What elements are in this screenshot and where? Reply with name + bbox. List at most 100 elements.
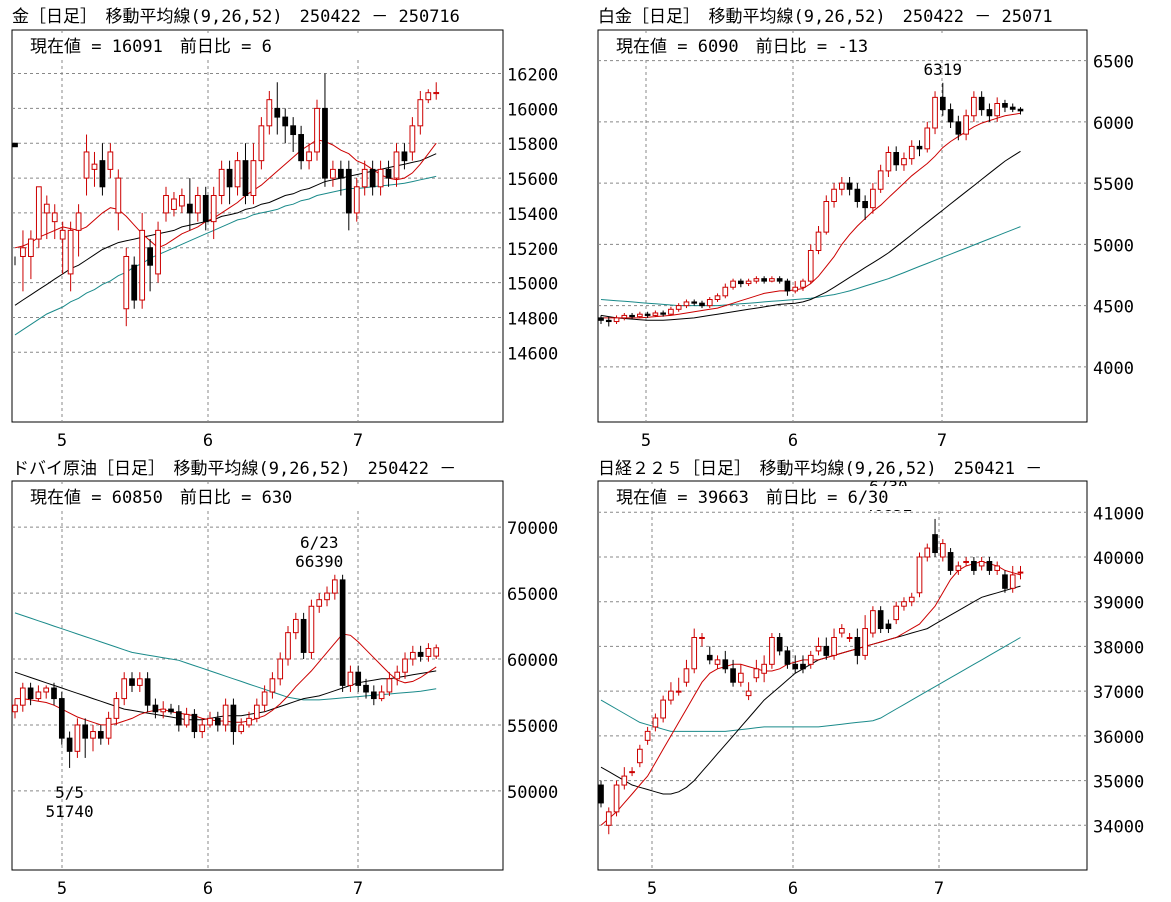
candle-body bbox=[345, 168, 352, 214]
candle bbox=[901, 152, 907, 171]
candle bbox=[43, 195, 50, 240]
candle bbox=[394, 665, 401, 686]
candle bbox=[345, 160, 352, 231]
candle bbox=[776, 276, 783, 284]
candle bbox=[66, 731, 73, 768]
candle bbox=[105, 711, 112, 745]
candle-body bbox=[854, 636, 861, 656]
candle bbox=[668, 306, 674, 316]
candle bbox=[838, 624, 845, 638]
candle-body bbox=[963, 115, 969, 135]
candle bbox=[605, 807, 612, 835]
candle-body bbox=[753, 668, 760, 679]
candle bbox=[409, 117, 416, 161]
candle-body bbox=[1002, 574, 1008, 589]
candle bbox=[699, 633, 705, 647]
candle bbox=[784, 646, 791, 669]
candle bbox=[761, 276, 767, 284]
candle-body bbox=[261, 691, 268, 706]
candle-body bbox=[691, 636, 698, 670]
candle bbox=[939, 82, 946, 116]
candle-body bbox=[831, 188, 837, 202]
candle-body bbox=[401, 151, 408, 162]
chart-panel-3: ドバイ原油［日足］ 移動平均線(9,26,52) 250422 －5000055… bbox=[11, 459, 558, 899]
candle bbox=[924, 121, 931, 153]
candle bbox=[807, 650, 814, 669]
candle-body bbox=[370, 691, 377, 700]
candle-body bbox=[417, 99, 424, 127]
candle bbox=[745, 278, 752, 287]
candle bbox=[386, 672, 393, 696]
candle bbox=[691, 628, 698, 674]
candle bbox=[769, 633, 775, 669]
candle bbox=[714, 655, 721, 669]
candle-body bbox=[347, 671, 354, 686]
candle bbox=[202, 186, 209, 231]
candle bbox=[160, 701, 167, 719]
candle bbox=[218, 160, 225, 205]
candle-body bbox=[947, 552, 954, 571]
candle bbox=[274, 82, 281, 135]
candle bbox=[433, 644, 440, 660]
candle bbox=[916, 140, 923, 157]
chart-title: 日経２２５［日足］ 移動平均線(9,26,52) 250421 － bbox=[598, 459, 1042, 479]
candle bbox=[986, 557, 993, 575]
candle bbox=[377, 160, 384, 196]
ma52-line bbox=[600, 226, 1021, 307]
candle-body bbox=[51, 687, 57, 700]
candle-body bbox=[282, 116, 289, 127]
candle-body bbox=[90, 731, 96, 739]
summary-background bbox=[20, 486, 380, 510]
candle-body bbox=[854, 188, 861, 202]
candle bbox=[769, 276, 775, 283]
y-tick-label: 6500 bbox=[1093, 53, 1134, 73]
candle bbox=[129, 672, 135, 692]
candle-body bbox=[807, 654, 814, 665]
candle bbox=[147, 239, 153, 292]
candle-body bbox=[175, 711, 182, 726]
candle-body bbox=[846, 182, 853, 190]
candle-body bbox=[870, 188, 876, 209]
chart-panel-2: 白金［日足］ 移動平均線(9,26,52) 250422 － 25071 4000… bbox=[597, 7, 1134, 451]
candle bbox=[123, 247, 130, 327]
candle bbox=[12, 698, 18, 719]
candle-body bbox=[369, 168, 376, 188]
candle bbox=[20, 230, 26, 292]
candle-body bbox=[35, 186, 42, 240]
candle-body bbox=[250, 160, 257, 197]
candle-body bbox=[43, 203, 50, 214]
candle bbox=[246, 711, 252, 728]
candle-body bbox=[807, 250, 814, 282]
candle-body bbox=[363, 684, 369, 693]
candle bbox=[409, 645, 416, 666]
candle bbox=[675, 677, 682, 696]
candle bbox=[730, 659, 736, 687]
candle bbox=[28, 230, 34, 280]
candle bbox=[222, 698, 229, 732]
candle bbox=[947, 103, 954, 128]
chart-title: ドバイ原油［日足］ 移動平均線(9,26,52) 250422 － bbox=[12, 459, 456, 479]
candle bbox=[706, 646, 713, 665]
candle bbox=[290, 117, 297, 152]
candle bbox=[115, 169, 122, 231]
candle-body bbox=[337, 168, 344, 179]
candle-body bbox=[986, 109, 993, 117]
candle-body bbox=[691, 301, 698, 304]
candle-body bbox=[722, 286, 729, 297]
candle bbox=[107, 143, 114, 179]
candle-body bbox=[107, 151, 114, 170]
candle-body bbox=[377, 168, 384, 188]
candle-body bbox=[769, 278, 775, 282]
candle-body bbox=[908, 145, 915, 160]
candle-body bbox=[924, 547, 931, 558]
candle bbox=[285, 626, 291, 666]
candle-body bbox=[815, 231, 822, 251]
candle bbox=[250, 143, 257, 205]
candle bbox=[191, 709, 198, 739]
candle bbox=[258, 117, 265, 170]
candle-body bbox=[621, 775, 628, 786]
candle-body bbox=[885, 152, 892, 172]
summary-background bbox=[20, 35, 380, 59]
candle bbox=[862, 195, 868, 220]
candle bbox=[417, 645, 424, 662]
